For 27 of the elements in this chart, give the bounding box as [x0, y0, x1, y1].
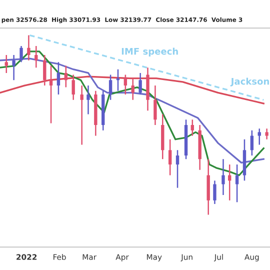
candlestick — [138, 72, 142, 96]
candlestick — [34, 45, 38, 68]
candlestick — [4, 54, 8, 74]
candlestick — [12, 54, 16, 81]
candlestick — [265, 128, 268, 140]
candlestick — [222, 158, 225, 196]
candlestick — [108, 74, 112, 100]
candlestick — [72, 74, 75, 100]
candlestick — [20, 45, 23, 63]
candlestick — [176, 150, 180, 188]
candlestick — [258, 128, 261, 146]
candlestick — [86, 84, 90, 115]
candlestick — [56, 62, 60, 96]
candlestick — [213, 180, 216, 205]
candlestick — [49, 65, 53, 124]
candlestick — [124, 74, 128, 96]
annotation: Jackson — [230, 78, 269, 86]
candlestick — [250, 130, 254, 156]
candlestick — [131, 78, 134, 100]
candlestick — [154, 84, 157, 126]
candlestick — [64, 65, 68, 88]
candlestick — [43, 54, 46, 86]
candlestick — [190, 118, 194, 136]
annotation: IMF speech — [122, 48, 178, 56]
candlestick — [27, 34, 30, 62]
candlestick — [80, 84, 84, 146]
candlestick — [168, 138, 172, 176]
